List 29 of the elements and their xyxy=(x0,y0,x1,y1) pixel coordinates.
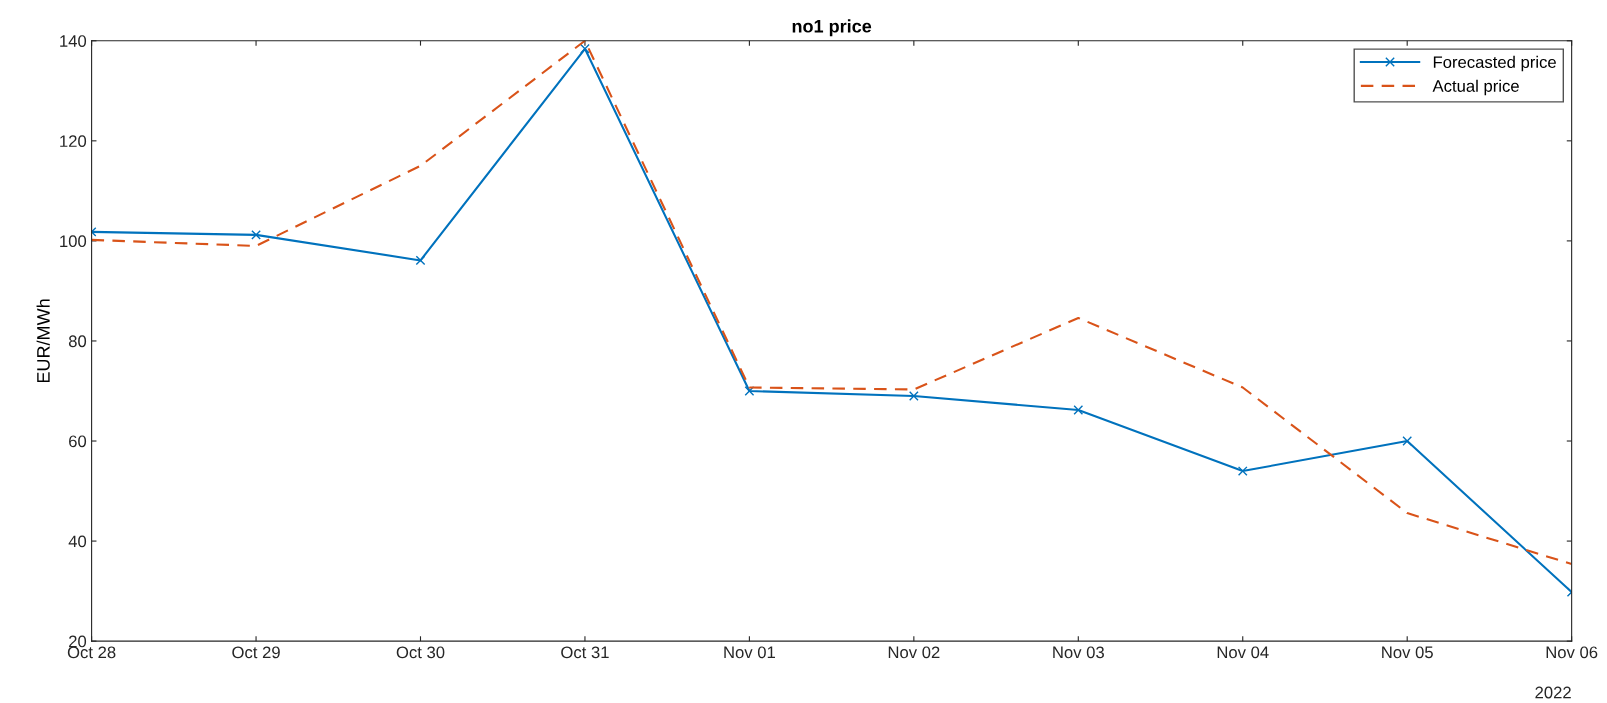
text: 2022 xyxy=(1535,686,1571,699)
y-tick-label: 60 xyxy=(69,435,87,448)
x-tick-label: Oct 29 xyxy=(232,646,280,659)
y-tick-label: 40 xyxy=(68,535,87,548)
x-tick-label: Nov 01 xyxy=(724,646,775,659)
y-tick-label: 80 xyxy=(68,335,87,348)
x-tick-label: Oct 30 xyxy=(396,646,445,659)
y-axis-title: EUR/MWh xyxy=(36,299,50,383)
point xyxy=(251,230,261,240)
point xyxy=(415,255,426,266)
point xyxy=(1402,436,1413,446)
y-tick-label: 140 xyxy=(60,35,87,47)
x-tick-label: Nov 03 xyxy=(1053,646,1104,659)
x-tick-label: Oct 28 xyxy=(67,646,116,659)
x-tick-label: Nov 02 xyxy=(888,646,940,659)
legend-label: Forecasted price xyxy=(1433,55,1556,72)
x-tick-label: Nov 06 xyxy=(1546,646,1598,659)
y-tick-label: 20 xyxy=(69,635,87,648)
legend-label: Actual price xyxy=(1432,79,1519,96)
x-tick-label: Nov 05 xyxy=(1382,646,1433,659)
x-tick-label: Nov 04 xyxy=(1217,646,1269,659)
chart-title: no1 price xyxy=(792,19,872,37)
point xyxy=(908,391,919,401)
x-tick-label: Oct 31 xyxy=(561,646,609,659)
point xyxy=(1237,466,1248,476)
y-tick-label: 100 xyxy=(60,235,87,248)
point xyxy=(1073,405,1084,415)
y-tick-label: 120 xyxy=(60,135,87,148)
point xyxy=(580,43,590,54)
